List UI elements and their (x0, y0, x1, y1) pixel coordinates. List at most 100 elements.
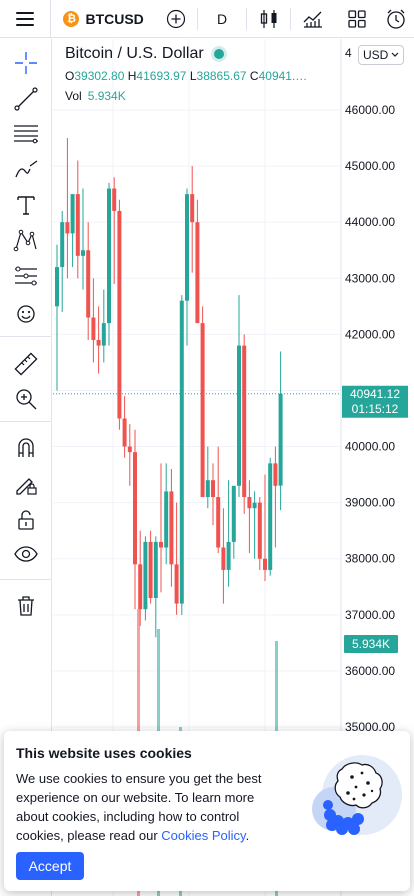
crosshair-tool[interactable] (0, 46, 52, 80)
last-price-label: 40941.12 (350, 387, 400, 401)
layouts-button[interactable] (335, 0, 379, 38)
candle (185, 188, 189, 346)
chart-type-button[interactable] (247, 0, 291, 38)
toolbar-divider (290, 7, 292, 30)
emoji-icon (17, 305, 35, 323)
lock-drawing-tool[interactable] (0, 467, 52, 501)
trend-line-tool[interactable] (0, 82, 52, 116)
price-tick-label: 38000.00 (345, 552, 395, 566)
legend-title-row: Bitcoin / U.S. Dollar (65, 45, 307, 63)
candle-body (257, 502, 262, 559)
emoji-tool[interactable] (0, 297, 52, 331)
symbol-search-button[interactable]: ₿ BTCUSD (51, 0, 153, 38)
candle (226, 480, 231, 587)
candle (257, 497, 262, 570)
volume-legend: Vol 5.934K (65, 89, 307, 103)
zoom-in-tool[interactable] (0, 382, 52, 416)
close-value: 40941.… (258, 69, 308, 83)
brush-tool[interactable] (0, 152, 52, 186)
price-tick-label: 37000.00 (345, 608, 395, 622)
candle-body (273, 463, 278, 486)
candle-body (216, 497, 221, 548)
layouts-icon (347, 9, 366, 28)
magnet-tool[interactable] (0, 431, 52, 465)
chevron-down-icon (391, 52, 399, 57)
candle (112, 177, 117, 284)
volume-axis-label: 5.934K (352, 637, 390, 651)
symbol-description: Bitcoin / U.S. Dollar (65, 45, 204, 62)
candle (268, 457, 273, 576)
candle-body (65, 222, 70, 234)
volume-label: Vol (65, 89, 82, 103)
open-label: O (65, 69, 75, 83)
candle (221, 508, 226, 604)
prediction-icon (15, 266, 37, 286)
candle (205, 446, 210, 509)
candle-body (55, 267, 59, 307)
ohlc-values: O39302.80 H41693.97 L38865.67 C40941.… (65, 69, 307, 83)
candle (81, 188, 85, 290)
candle-body (75, 194, 80, 256)
text-tool[interactable] (0, 188, 52, 222)
remove-drawings-tool[interactable] (0, 589, 52, 623)
toolbar-divider (0, 336, 52, 337)
candle (70, 194, 75, 268)
hide-drawings-tool[interactable] (0, 537, 52, 571)
trend-line-icon (14, 87, 38, 111)
candle-body (268, 463, 273, 570)
candle-body (242, 345, 247, 498)
candle (75, 160, 80, 279)
candle-body (278, 393, 283, 486)
candle (278, 351, 283, 511)
candles (55, 138, 283, 638)
candle-body (179, 300, 184, 604)
accept-cookies-button[interactable]: Accept (16, 852, 84, 880)
prediction-tool[interactable] (0, 259, 52, 293)
candle (190, 166, 195, 273)
price-tick-label: 45000.00 (345, 159, 395, 173)
candle (247, 480, 252, 554)
candle (148, 530, 153, 604)
cookie-period: . (245, 828, 250, 843)
candle (91, 278, 96, 363)
candle (101, 289, 106, 363)
interval-button[interactable]: D (216, 10, 228, 27)
open-value: 39302.80 (74, 69, 125, 83)
candle-body (221, 547, 226, 570)
pattern-tool[interactable] (0, 223, 52, 257)
top-toolbar: ₿ BTCUSD D (0, 0, 414, 38)
fib-tool[interactable] (0, 117, 52, 151)
candle-body (164, 491, 169, 548)
menu-icon (16, 11, 35, 26)
currency-label: USD (363, 48, 389, 62)
volume-marker: 5.934K (344, 635, 398, 653)
menu-button[interactable] (0, 0, 52, 38)
currency-selector[interactable]: USD (358, 45, 405, 65)
market-open-indicator (213, 49, 224, 59)
candle-body (200, 323, 205, 498)
eye-icon (14, 546, 38, 562)
candle (200, 306, 205, 498)
candle (117, 199, 122, 430)
candle (252, 491, 257, 559)
ruler-tool[interactable] (0, 347, 52, 381)
candle (211, 463, 215, 526)
price-tick-label: 43000.00 (345, 271, 395, 285)
lock-all-tool[interactable] (0, 503, 52, 537)
indicators-button[interactable] (291, 0, 335, 38)
price-tick-label: 36000.00 (345, 664, 395, 678)
alerts-button[interactable] (378, 0, 414, 38)
cookie-banner: This website uses cookies We use cookies… (4, 731, 410, 891)
candle-body (195, 222, 200, 324)
candle-body (211, 480, 215, 498)
high-label: H (127, 69, 137, 83)
candle-body (60, 222, 65, 268)
cookies-policy-link[interactable]: Cookies Policy (161, 828, 246, 843)
compare-symbol-button[interactable] (154, 0, 198, 38)
candle-body (127, 446, 132, 453)
candle-body (185, 194, 189, 301)
candle (153, 536, 158, 638)
candle (55, 244, 59, 391)
price-tick-label: 42000.00 (345, 327, 395, 341)
brush-icon (15, 160, 38, 178)
